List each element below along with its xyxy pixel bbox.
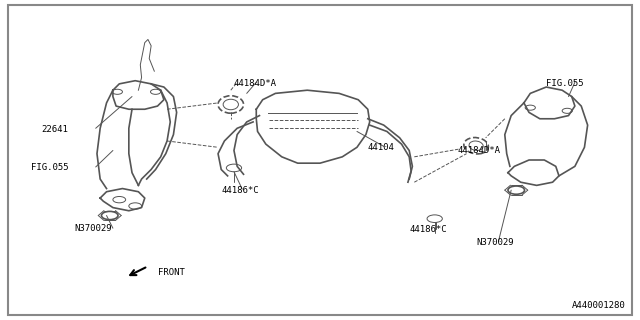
Text: FRONT: FRONT bbox=[157, 268, 184, 277]
Text: N370029: N370029 bbox=[476, 238, 514, 247]
Text: 22641: 22641 bbox=[42, 125, 68, 134]
Text: N370029: N370029 bbox=[75, 224, 112, 233]
Text: A440001280: A440001280 bbox=[572, 301, 626, 310]
Text: 44184D*A: 44184D*A bbox=[234, 79, 277, 88]
Text: 44104: 44104 bbox=[368, 143, 395, 152]
Text: 44186*C: 44186*C bbox=[409, 225, 447, 234]
Text: FIG.055: FIG.055 bbox=[546, 79, 584, 88]
Text: FIG.055: FIG.055 bbox=[31, 164, 68, 172]
Text: 44186*C: 44186*C bbox=[221, 186, 259, 195]
Text: 44184D*A: 44184D*A bbox=[457, 146, 500, 155]
